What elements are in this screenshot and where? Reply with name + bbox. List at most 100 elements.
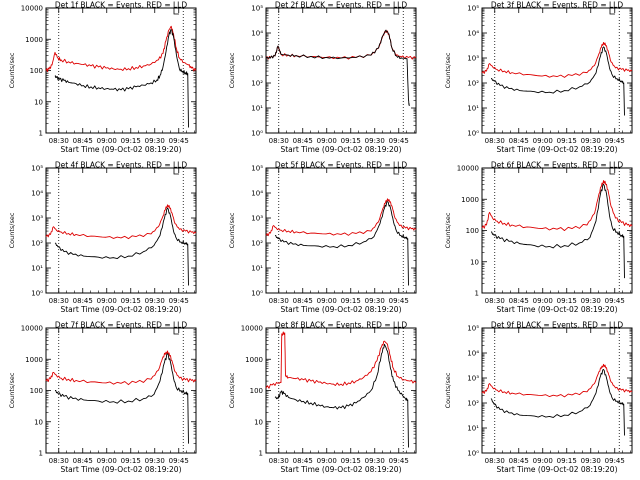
chart-panel-4: Det 4f BLACK = Events, RED = LLD 10⁰ 10¹ 10… <box>8 161 197 314</box>
y-tick-label: 10² <box>251 80 263 88</box>
events-series-line <box>490 183 625 279</box>
chart-panel-5: Det 5f BLACK = Events, RED = LLD 10⁰ 10¹ 10… <box>228 161 417 314</box>
x-tick-label: 09:00 <box>97 457 117 465</box>
chart-title: Det 9f BLACK = Events, RED = LLD <box>491 321 624 330</box>
y-tick-label: 10³ <box>467 375 479 383</box>
y-tick-label: 10⁰ <box>251 130 263 138</box>
lld-series-line <box>265 198 417 237</box>
x-axis-label: Start Time (09-Oct-02 08:19:20) <box>496 145 617 154</box>
events-series-line <box>54 353 189 444</box>
x-axis-label: Start Time (09-Oct-02 08:19:20) <box>280 145 401 154</box>
y-tick-label: 10⁴ <box>251 190 263 198</box>
y-tick-label: 10⁴ <box>31 190 43 198</box>
x-tick-label: 08:45 <box>509 457 529 465</box>
x-tick-label: 09:00 <box>97 137 117 145</box>
events-series-line <box>265 29 410 107</box>
y-tick-label: 10000 <box>457 165 479 173</box>
y-tick-label: 10 <box>254 418 263 426</box>
chart-panel-9: Det 9f BLACK = Events, RED = LLD 10⁰ 10¹ 10… <box>444 321 633 474</box>
x-tick-label: 08:45 <box>293 457 313 465</box>
y-tick-label: 1000 <box>461 196 479 204</box>
x-axis-label: Start Time (09-Oct-02 08:19:20) <box>60 305 181 314</box>
x-tick-label: 08:45 <box>509 137 529 145</box>
x-axis-label: Start Time (09-Oct-02 08:19:20) <box>280 465 401 474</box>
x-axis-label: Start Time (09-Oct-02 08:19:20) <box>60 465 181 474</box>
y-tick-label: 10³ <box>251 55 263 63</box>
y-tick-label: 10000 <box>241 325 263 333</box>
x-tick-label: 09:00 <box>317 137 337 145</box>
y-tick-label: 10¹ <box>251 265 263 273</box>
y-tick-label: 1 <box>39 130 43 138</box>
x-tick-label: 08:30 <box>49 457 69 465</box>
y-tick-label: 10² <box>467 80 479 88</box>
lld-series-line <box>481 41 633 78</box>
corner-marker <box>393 8 399 15</box>
x-tick-label: 08:30 <box>485 457 505 465</box>
x-axis-label: Start Time (09-Oct-02 08:19:20) <box>496 305 617 314</box>
corner-marker <box>609 168 615 175</box>
chart-panel-7: Det 7f BLACK = Events, RED = LLD 1 10 100 10… <box>8 321 197 474</box>
x-tick-label: 09:45 <box>389 137 409 145</box>
x-tick-label: 09:30 <box>145 457 165 465</box>
y-axis-label: Counts/sec <box>8 372 16 408</box>
y-tick-label: 10⁰ <box>467 130 479 138</box>
x-tick-label: 09:45 <box>605 457 625 465</box>
plot-frame <box>45 7 197 134</box>
x-tick-label: 09:30 <box>581 297 601 305</box>
y-tick-label: 10³ <box>31 215 43 223</box>
y-tick-label: 10⁵ <box>467 325 479 333</box>
x-tick-label: 09:45 <box>605 137 625 145</box>
y-tick-label: 10000 <box>21 5 43 13</box>
y-tick-label: 10 <box>470 258 479 266</box>
y-tick-label: 10⁰ <box>467 450 479 458</box>
y-tick-label: 1 <box>475 290 479 298</box>
x-tick-label: 09:15 <box>121 297 141 305</box>
chart-title: Det 8f BLACK = Events, RED = LLD <box>275 321 408 330</box>
x-tick-label: 09:45 <box>389 457 409 465</box>
y-tick-label: 10 <box>34 418 43 426</box>
events-series-line <box>274 201 409 286</box>
y-tick-label: 10⁵ <box>251 5 263 13</box>
chart-panel-3: Det 3f BLACK = Events, RED = LLD 10⁰ 10¹ 10… <box>444 1 633 154</box>
x-tick-label: 09:30 <box>365 137 385 145</box>
y-tick-label: 10⁴ <box>467 30 479 38</box>
x-tick-label: 09:15 <box>121 457 141 465</box>
y-axis-label: Counts/sec <box>444 212 452 248</box>
x-tick-label: 09:30 <box>145 137 165 145</box>
x-tick-label: 08:30 <box>485 137 505 145</box>
x-tick-label: 09:15 <box>557 297 577 305</box>
y-tick-label: 10⁴ <box>467 350 479 358</box>
plot-frame <box>481 327 633 454</box>
y-tick-label: 10⁰ <box>251 290 263 298</box>
x-tick-label: 09:45 <box>605 297 625 305</box>
plot-frame <box>481 167 633 294</box>
y-tick-label: 10² <box>31 240 43 248</box>
x-tick-label: 09:45 <box>169 137 189 145</box>
y-tick-label: 1 <box>39 450 43 458</box>
y-tick-label: 10² <box>251 240 263 248</box>
plot-frame <box>45 167 197 294</box>
x-tick-label: 08:30 <box>49 137 69 145</box>
x-axis-label: Start Time (09-Oct-02 08:19:20) <box>280 305 401 314</box>
y-tick-label: 100 <box>466 227 479 235</box>
plot-frame <box>45 327 197 454</box>
plot-frame <box>481 7 633 134</box>
x-tick-label: 09:45 <box>169 457 189 465</box>
y-tick-label: 100 <box>250 387 263 395</box>
x-tick-label: 08:30 <box>269 137 289 145</box>
chart-panel-2: Det 2f BLACK = Events, RED = LLD 10⁰ 10¹ 10… <box>228 1 417 154</box>
y-axis-label: Counts/sec <box>444 52 452 88</box>
y-tick-label: 1000 <box>25 356 43 364</box>
chart-panel-6: Det 6f BLACK = Events, RED = LLD 1 10 100 10… <box>444 161 633 314</box>
y-tick-label: 1000 <box>245 356 263 364</box>
x-tick-label: 08:30 <box>485 297 505 305</box>
x-tick-label: 08:45 <box>509 297 529 305</box>
y-tick-label: 10³ <box>467 55 479 63</box>
chart-title: Det 1f BLACK = Events, RED = LLD <box>55 1 188 10</box>
x-tick-label: 09:00 <box>533 297 553 305</box>
x-tick-label: 08:30 <box>49 297 69 305</box>
lld-series-line <box>45 204 197 240</box>
y-tick-label: 10¹ <box>467 425 479 433</box>
x-tick-label: 08:45 <box>73 137 93 145</box>
